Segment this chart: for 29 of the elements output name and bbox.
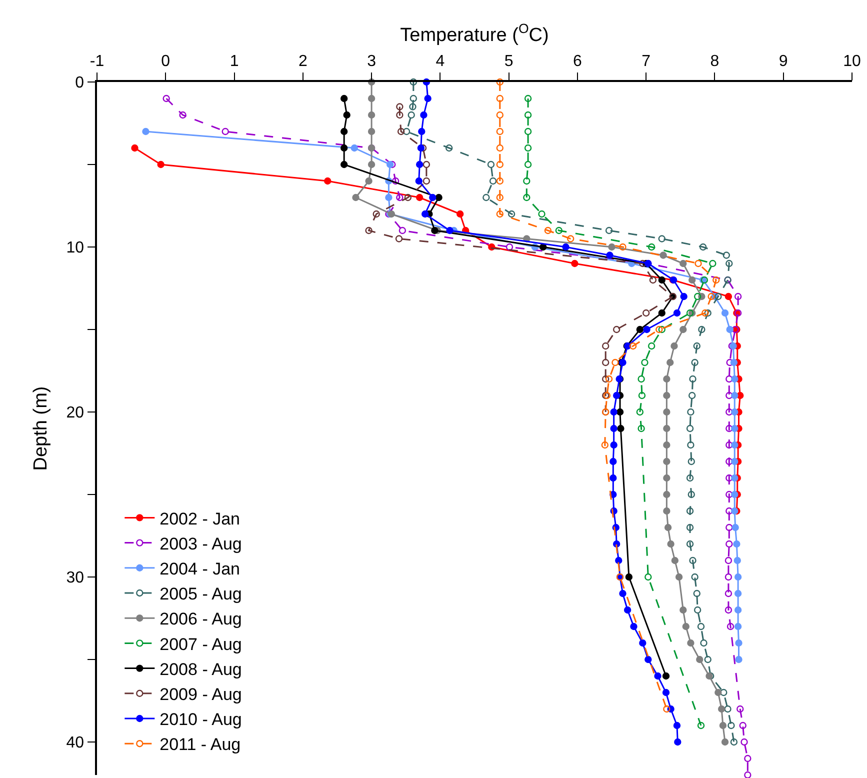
x-tick-label: 5 bbox=[504, 52, 514, 70]
x-tick-label: 9 bbox=[778, 52, 788, 70]
x-tick-label: 7 bbox=[642, 52, 651, 70]
x-tick-label: 1 bbox=[230, 52, 239, 70]
y-tick-label: 10 bbox=[66, 240, 84, 257]
x-tick-label: 8 bbox=[710, 52, 720, 70]
legend-label: 2010 - Aug bbox=[160, 710, 242, 730]
legend-label: 2007 - Aug bbox=[160, 634, 242, 654]
legend-label: 2004 - Jan bbox=[160, 560, 240, 579]
legend-label: 2011 - Aug bbox=[160, 735, 241, 754]
x-tick-label: 0 bbox=[161, 52, 170, 70]
y-tick-label: 30 bbox=[66, 570, 84, 587]
x-tick-label: 6 bbox=[572, 52, 582, 70]
x-tick-label: -1 bbox=[90, 52, 104, 70]
legend-label: 2005 - Aug bbox=[160, 584, 242, 604]
y-tick-label: 20 bbox=[66, 404, 84, 422]
x-tick-label: 2 bbox=[298, 52, 308, 70]
y-axis-title: Depth (m) bbox=[30, 386, 52, 471]
x-axis-title: Temperature ($^{O}$C) bbox=[400, 21, 549, 46]
x-tick-label: 4 bbox=[436, 52, 445, 70]
y-tick-label: 0 bbox=[75, 74, 84, 92]
legend-label: 2008 - Aug bbox=[160, 660, 242, 679]
legend-label: 2003 - Aug bbox=[160, 534, 242, 554]
x-tick-label: 10 bbox=[843, 52, 861, 70]
legend-label: 2006 - Aug bbox=[160, 610, 242, 629]
x-tick-label: 3 bbox=[367, 52, 376, 70]
legend-label: 2009 - Aug bbox=[160, 685, 242, 704]
y-tick-label: 40 bbox=[66, 734, 84, 752]
legend-label: 2002 - Jan bbox=[160, 509, 240, 528]
